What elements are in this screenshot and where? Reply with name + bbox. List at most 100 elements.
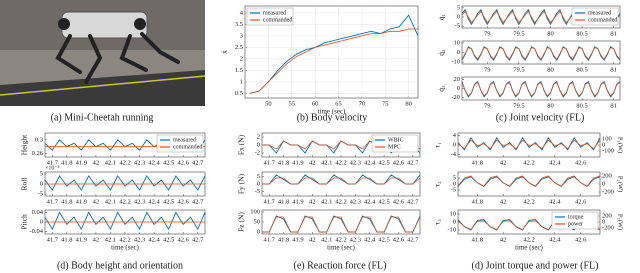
x-tick-label: 41.7 (263, 159, 275, 166)
x-tick-label: 42.4 (549, 198, 561, 205)
legend-label: measured (173, 137, 196, 143)
x-tick-label: 42.3 (350, 236, 361, 243)
y-tick-label: 10 (454, 39, 461, 46)
x-tick-label: 42.4 (364, 159, 376, 166)
plot-area (261, 171, 421, 197)
x-tick-label: 80 (405, 100, 412, 107)
x-tick-label: 41.7 (47, 159, 59, 166)
y-tick-label: 50 (254, 218, 261, 225)
x-tick-label: 42.5 (378, 198, 389, 205)
x-tick-label: 41.8 (61, 198, 72, 205)
x-tick-label: 41.7 (263, 198, 275, 205)
x-tick-label: 42.6 (393, 198, 405, 205)
x-tick-label: 42.6 (393, 236, 405, 243)
x-tick-label: 41.7 (47, 198, 59, 205)
y-tick-label: 5 (257, 173, 260, 180)
series-line (44, 175, 206, 191)
x-tick-label: 42.6 (177, 198, 189, 205)
series-line (461, 47, 621, 60)
caption: (d) Joint torque and power (FL) (472, 260, 599, 271)
x-tick-label: 42.3 (134, 236, 145, 243)
x-tick-label: 50 (265, 100, 272, 107)
y-tick-label: 0 (457, 13, 460, 20)
y-axis-label: q̇₃ (437, 85, 446, 92)
x-tick-label: 42.6 (393, 159, 405, 166)
x-tick-label: 42.7 (407, 236, 419, 243)
x-tick-label: 42 (500, 198, 507, 205)
y-tick-label: 100 (250, 208, 260, 215)
x-tick-label: 79.5 (513, 66, 524, 73)
x-tick-label: 80 (547, 102, 554, 109)
y-tick-label: -0.04 (29, 228, 43, 235)
y-axis-label: ẋ (220, 50, 229, 54)
y-tick-label: 0 (457, 85, 460, 92)
y-tick-label: -20 (451, 94, 460, 101)
x-tick-label: 42.6 (177, 236, 189, 243)
x-tick-label: 42.1 (105, 236, 116, 243)
x-tick-label: 42.1 (321, 236, 332, 243)
x-tick-label: 41.9 (76, 236, 87, 243)
legend-label: MPC (388, 144, 401, 150)
x-tick-label: 79 (484, 102, 491, 109)
series-line (44, 211, 206, 231)
y-tick-label: 0 (453, 218, 456, 225)
y2-axis-label: P₃(W) (617, 214, 624, 230)
y-tick-label: 5 (457, 4, 460, 11)
y-tick-label: -10 (447, 226, 456, 233)
x-tick-label: 41.7 (263, 236, 275, 243)
x-tick-label: 42 (309, 236, 316, 243)
x-tick-label: 42.7 (192, 236, 204, 243)
x-tick-label: 42.2 (523, 159, 534, 166)
x-tick-label: 42.6 (575, 159, 587, 166)
x-tick-label: 42.4 (549, 159, 561, 166)
robot-motor (58, 18, 70, 30)
legend-box (246, 7, 294, 26)
y-tick-label: 0.04 (32, 209, 44, 216)
x-tick-label: 41.9 (76, 159, 87, 166)
y-tick-label: 0.3 (35, 136, 43, 143)
x-tick-label: 42.6 (575, 198, 587, 205)
x-tick-label: 42.2 (523, 198, 534, 205)
x-tick-label: 80 (547, 66, 554, 73)
x-tick-label: 42.1 (321, 198, 332, 205)
x-tick-label: 41.8 (278, 198, 289, 205)
x-axis-label: time (sec) (318, 108, 346, 116)
y-axis-label: Height (20, 134, 29, 155)
y2-axis-label: P₂(W) (617, 176, 624, 192)
caption: (d) Body height and orientation (57, 260, 183, 271)
x-axis-label: time (sec) (327, 244, 355, 252)
x-tick-label: 41.9 (292, 159, 303, 166)
x-tick-label: 42.6 (177, 159, 189, 166)
x-axis-label: time (sec) (111, 244, 139, 252)
y-tick-label: 20 (454, 76, 461, 83)
caption: (b) Body velocity (297, 112, 368, 123)
x-tick-label: 42.1 (105, 159, 116, 166)
series-line (457, 139, 601, 150)
y-tick-label: 0 (40, 180, 43, 187)
caption: (a) Mini-Cheetah running (51, 112, 154, 123)
legend-box (571, 7, 619, 26)
x-tick-label: 42.7 (407, 198, 419, 205)
x-tick-label: 81 (610, 30, 617, 37)
y-tick-label: 4 (453, 132, 457, 139)
y-tick-label: 0 (257, 141, 260, 148)
x-tick-label: 41.8 (61, 159, 72, 166)
y2-tick-label: -100 (602, 147, 614, 154)
y-tick-label: 0 (257, 228, 260, 235)
y-axis-label: Fy (N) (237, 173, 246, 194)
y-tick-label: 0 (257, 180, 260, 187)
x-tick-label: 42.1 (105, 198, 116, 205)
y-tick-label: -5 (38, 190, 43, 197)
y-axis-label: Fx (N) (237, 134, 246, 155)
y-tick-label: 0 (40, 218, 43, 225)
y-tick-label: -4 (451, 151, 457, 158)
x-tick-label: 41.8 (472, 236, 483, 243)
x-tick-label: 41.8 (472, 159, 483, 166)
y-tick-label: 1 (240, 78, 243, 85)
x-tick-label: 42 (93, 198, 100, 205)
x-tick-label: 41.9 (76, 198, 87, 205)
y2-axis-label: P₁(W) (617, 137, 624, 153)
x-tick-label: 41.8 (278, 159, 289, 166)
robot-motor (134, 18, 146, 30)
